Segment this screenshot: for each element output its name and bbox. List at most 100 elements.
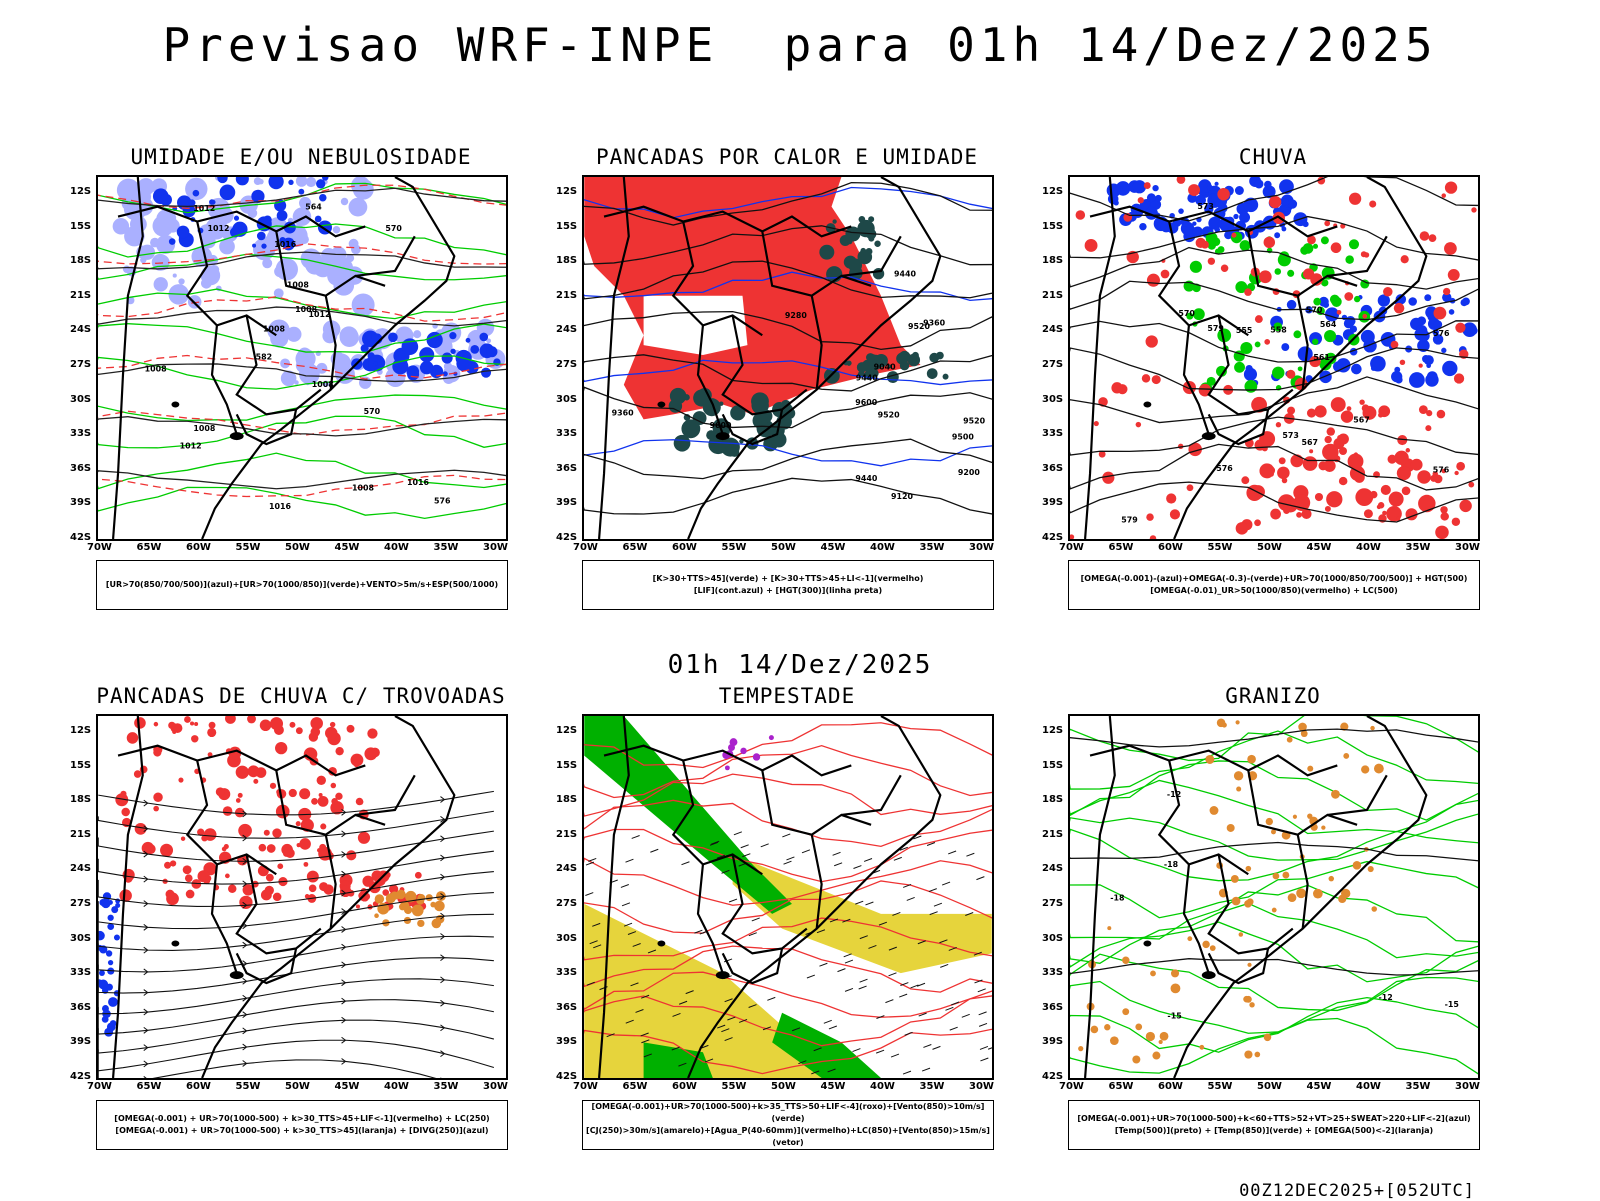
rh-mid-level-area bbox=[170, 214, 177, 221]
latitude-label: 27S bbox=[70, 898, 92, 909]
streamline bbox=[98, 790, 494, 816]
divergence-area bbox=[101, 898, 111, 909]
wind-vector bbox=[890, 1053, 900, 1058]
rh-high-area bbox=[217, 177, 228, 184]
rain-area bbox=[1102, 471, 1115, 484]
rain-area bbox=[1380, 484, 1391, 496]
country-border bbox=[598, 716, 630, 1078]
country-border bbox=[696, 325, 724, 435]
rain-area bbox=[1396, 516, 1401, 521]
longitude-label: 45W bbox=[334, 1081, 360, 1092]
thunderstorm-area bbox=[133, 770, 142, 778]
rain-area bbox=[1453, 373, 1465, 384]
wind-vector bbox=[635, 1009, 644, 1013]
latitude-label: 18S bbox=[1042, 255, 1064, 267]
thunderstorm-area bbox=[269, 782, 277, 789]
rh-high-area bbox=[252, 243, 257, 248]
omega-strong-area bbox=[1312, 243, 1319, 249]
lifted-index-contour bbox=[584, 186, 992, 219]
wind-vector bbox=[623, 922, 633, 927]
wind-vector bbox=[980, 1057, 989, 1062]
rain-area bbox=[1302, 456, 1318, 471]
rain-area bbox=[1263, 236, 1276, 249]
wind-vector bbox=[837, 968, 846, 973]
panel-legend: [OMEGA(-0.001)-(azul)+OMEGA(-0.3)-(verde… bbox=[1068, 560, 1480, 610]
streamline-arrow bbox=[440, 1077, 442, 1078]
longitude-label: 60W bbox=[186, 542, 211, 553]
thunderstorm-area bbox=[207, 752, 213, 758]
omega500-area bbox=[1352, 861, 1362, 870]
wind-vector bbox=[711, 840, 720, 845]
wind-vector bbox=[863, 858, 873, 862]
thunderstorm-area bbox=[228, 884, 237, 893]
omega500-area bbox=[1199, 1044, 1205, 1050]
thunderstorm-area bbox=[323, 884, 334, 895]
latitude-label: 18S bbox=[556, 794, 578, 806]
shower-area bbox=[374, 913, 379, 918]
omega500-area bbox=[1254, 1051, 1261, 1058]
contour-label: 9040 bbox=[874, 362, 897, 371]
precipitable-water-contour bbox=[584, 880, 992, 934]
omega-area bbox=[1409, 372, 1425, 388]
omega-area bbox=[1424, 294, 1432, 302]
latitude-label: 36S bbox=[70, 1001, 92, 1013]
panel-title: CHUVA bbox=[1238, 145, 1308, 169]
shower-area bbox=[374, 894, 385, 904]
rh-low-level-contour bbox=[98, 394, 506, 422]
legend-line: [UR>70(850/700/500)](azul)+[UR>70(1000/8… bbox=[105, 580, 499, 589]
rh-high-area bbox=[419, 360, 434, 375]
wind-vector bbox=[721, 1028, 730, 1033]
rh-mid-level-area bbox=[340, 197, 349, 206]
omega500-area bbox=[1296, 888, 1307, 899]
thunderstorm-area bbox=[299, 838, 311, 850]
streamline-arrow bbox=[143, 1008, 149, 1016]
country-border bbox=[1207, 854, 1294, 955]
rh-low-level-contour bbox=[98, 355, 506, 390]
temp850-contour bbox=[1070, 730, 1478, 790]
lake bbox=[1143, 940, 1152, 947]
streamline-arrow bbox=[440, 815, 446, 823]
contour-label: 570 bbox=[1178, 309, 1195, 318]
country-border bbox=[1296, 295, 1309, 390]
streamline bbox=[98, 830, 494, 862]
lake bbox=[171, 940, 180, 947]
wind-vector bbox=[620, 884, 629, 888]
pressure-isobar bbox=[98, 306, 506, 327]
rain-area bbox=[1390, 340, 1399, 349]
rain-area bbox=[1326, 491, 1343, 508]
rain-area bbox=[1149, 535, 1157, 539]
contour-label: 570 bbox=[385, 224, 402, 233]
heat-humidity-area bbox=[926, 368, 938, 379]
latitude-label: 30S bbox=[1042, 393, 1064, 405]
wind-vector bbox=[643, 1053, 652, 1058]
longitude-label: 70W bbox=[87, 542, 112, 553]
rh-mid-level-area bbox=[178, 278, 185, 285]
thunderstorm-area bbox=[275, 742, 288, 755]
thunderstorm-area bbox=[382, 889, 390, 896]
longitude-label: 60W bbox=[672, 1081, 697, 1092]
panel-title: PANCADAS POR CALOR E UMIDADE bbox=[595, 145, 978, 169]
longitude-label: 30W bbox=[1455, 1081, 1480, 1092]
shower-area bbox=[411, 904, 424, 917]
thunderstorm-area bbox=[184, 874, 193, 883]
omega500-area bbox=[1328, 875, 1335, 882]
contour-label: 555 bbox=[1236, 326, 1253, 335]
rh-high-area bbox=[322, 177, 329, 181]
omega500-area bbox=[1307, 813, 1313, 819]
rh-low-level-contour bbox=[98, 486, 506, 519]
wind-vector bbox=[926, 842, 936, 846]
longitude-label: 55W bbox=[1207, 1081, 1233, 1092]
map-canvas bbox=[96, 714, 508, 1080]
panel-title: GRANIZO bbox=[1225, 684, 1321, 708]
wind-vector bbox=[948, 850, 957, 855]
rh-high-area bbox=[365, 333, 372, 340]
thunderstorm-area bbox=[247, 765, 260, 778]
omega500-area bbox=[1361, 765, 1370, 774]
rh-mid-level-area bbox=[299, 196, 312, 210]
wind-vector bbox=[724, 1037, 733, 1041]
omega-strong-area bbox=[1287, 269, 1295, 277]
thunderstorm-area bbox=[247, 716, 256, 724]
omega-area bbox=[1154, 194, 1162, 202]
temp850-contour bbox=[1070, 760, 1478, 821]
thunderstorm-area bbox=[182, 865, 192, 875]
